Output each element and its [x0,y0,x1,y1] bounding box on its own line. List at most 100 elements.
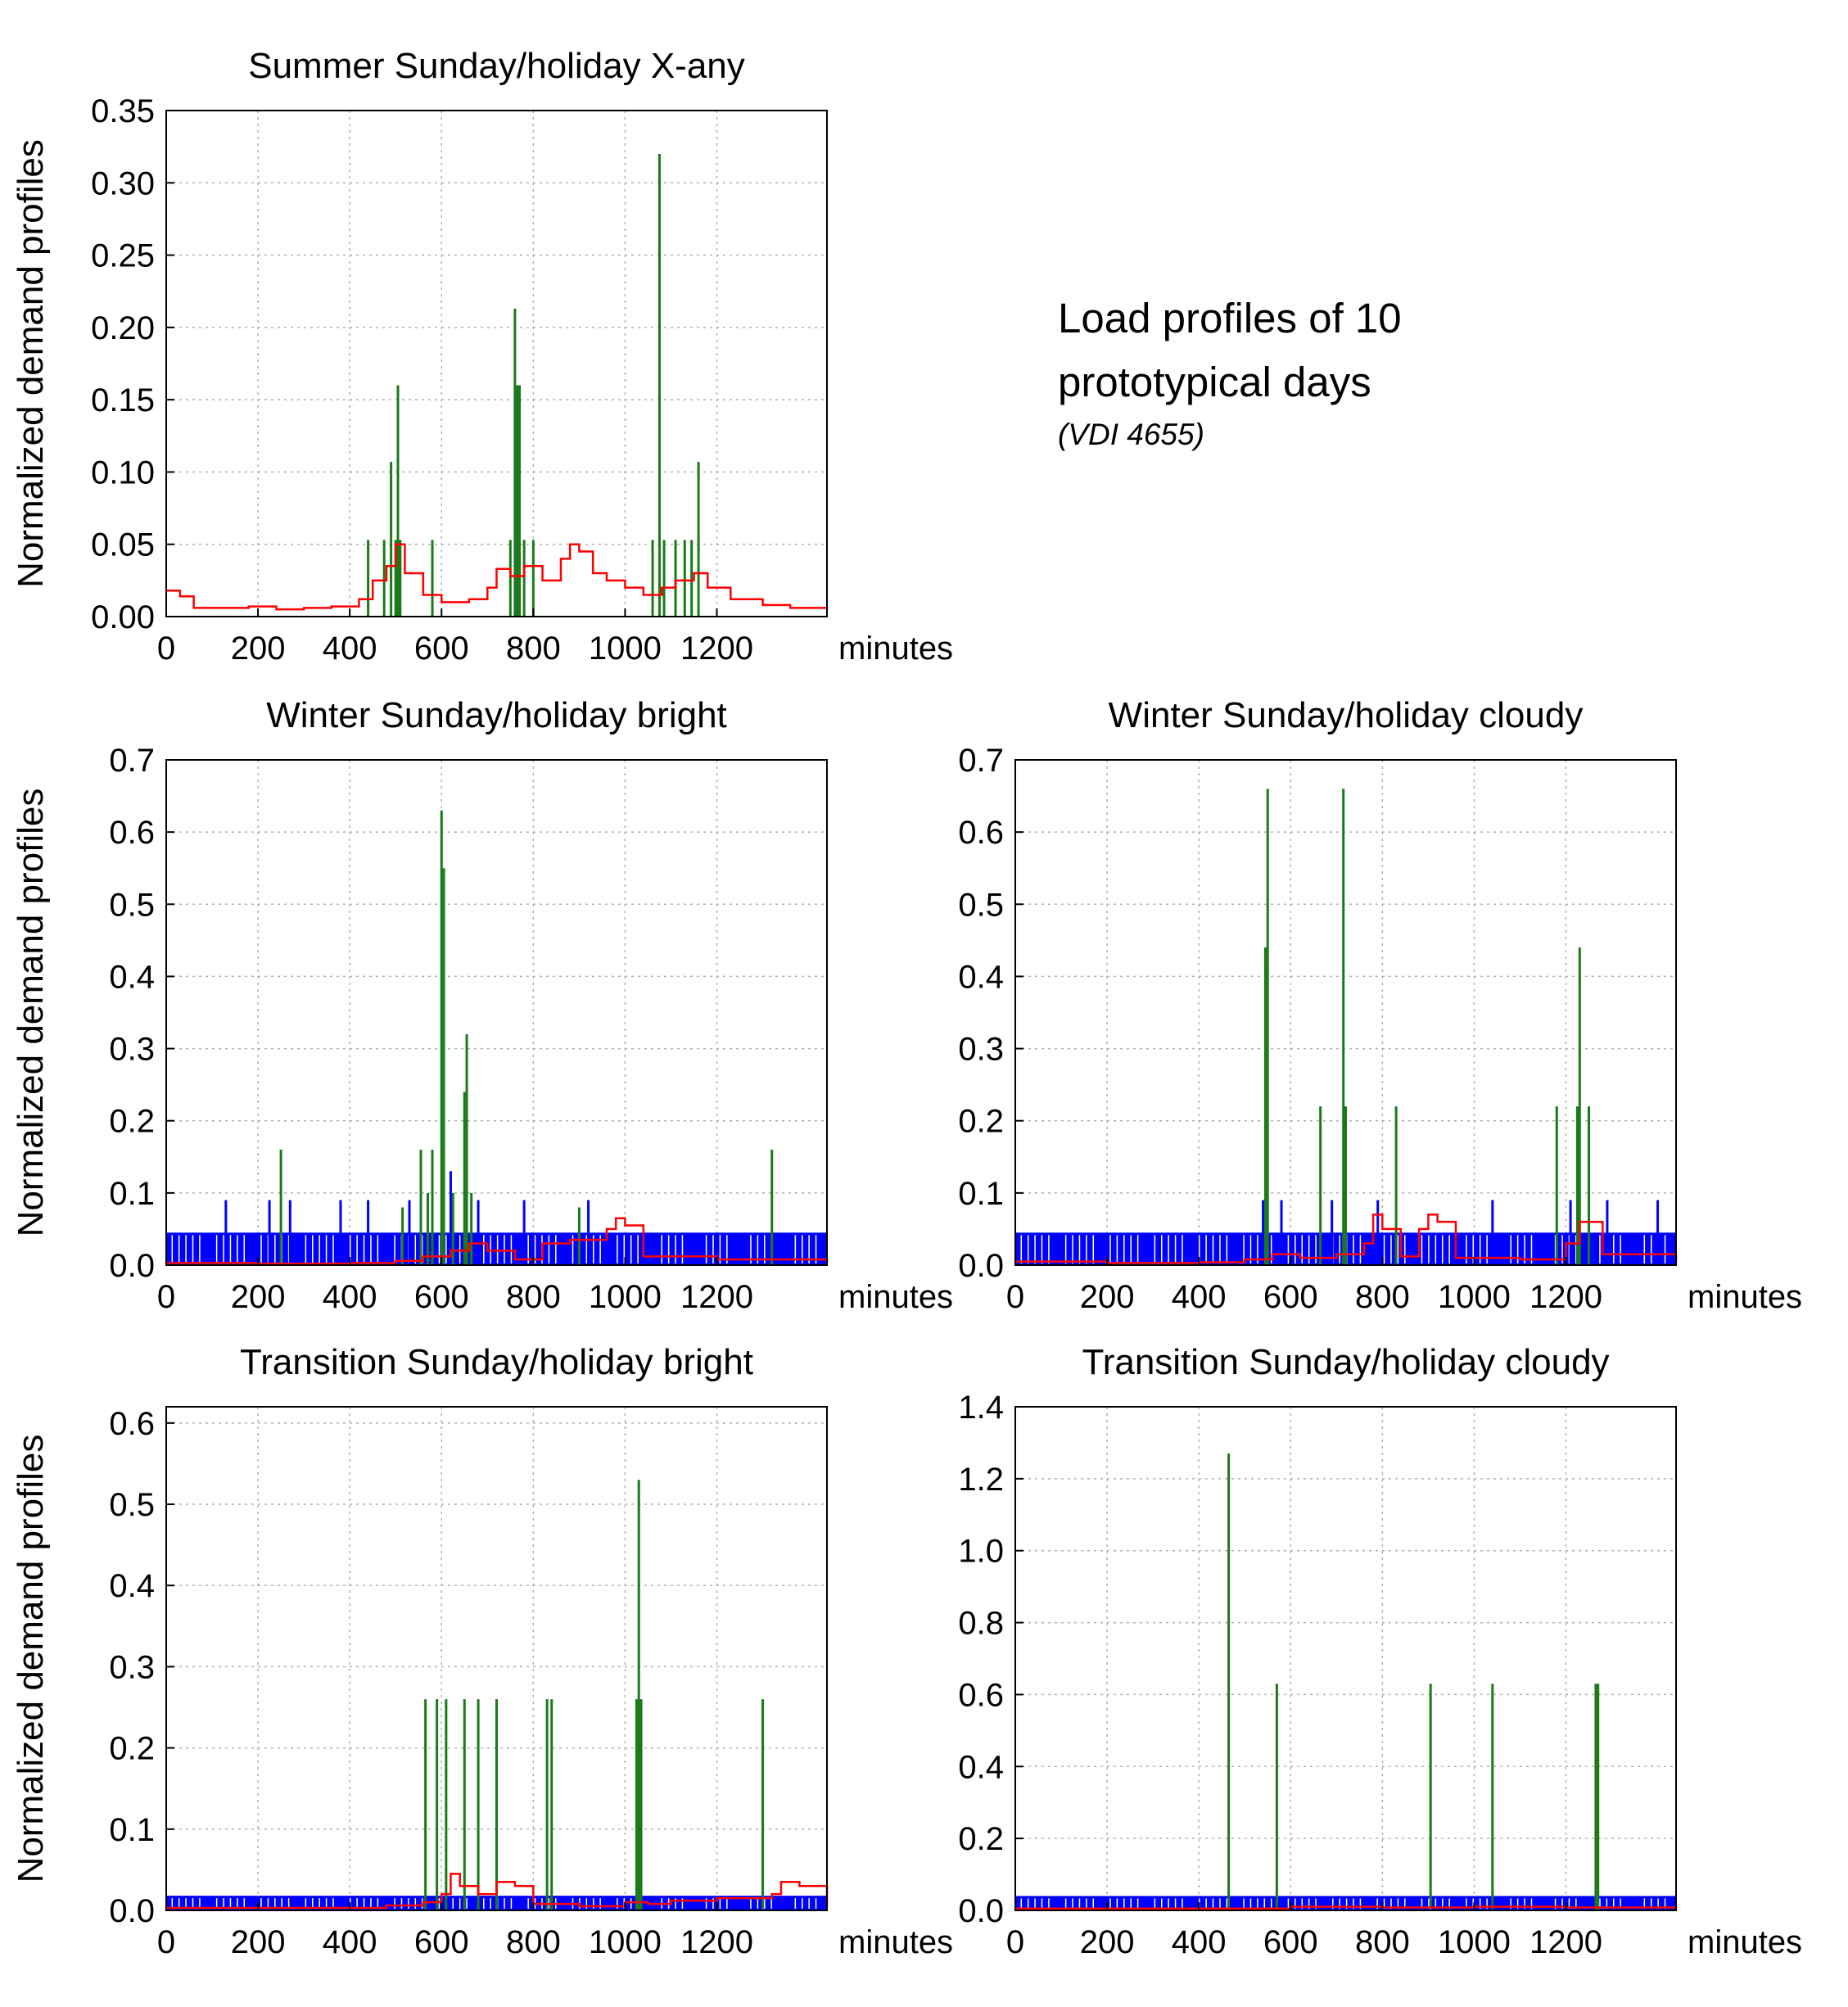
y-tick-label: 0.2 [109,1104,155,1140]
x-tick-label: 600 [414,1279,469,1315]
y-tick-label: 0.6 [109,815,155,851]
x-axis-label: minutes [838,631,953,667]
chart-winter-sunday-bright: 0 200 400 600 800 1000 1200 0.0 0.1 0.2 0.3 0.4 0.5 0… [11,695,953,1315]
plot-frame [165,1406,828,1911]
annotation-reference: (VDI 4655) [1058,418,1204,451]
x-tick-label: 800 [506,631,561,667]
y-tick-label: 0.00 [91,599,155,635]
y-tick-label: 0.35 [91,93,155,129]
y-tick-label: 0.0 [958,1248,1004,1284]
y-tick-label: 0.0 [109,1248,155,1284]
x-tick-label: 0 [157,1924,175,1960]
y-axis-label: Normalized demand profiles [11,1435,51,1883]
y-tick-label: 0.0 [958,1893,1004,1929]
y-tick-label: 0.6 [958,815,1004,851]
y-tick-label: 0.7 [109,743,155,779]
y-tick-label: 0.4 [109,1568,155,1604]
annotation-line-1: Load profiles of 10 [1058,295,1402,341]
y-tick-label: 0.10 [91,454,155,490]
x-tick-label: 800 [506,1279,561,1315]
y-axis-label: Normalized demand profiles [11,139,51,588]
y-tick-label: 0.8 [958,1606,1004,1642]
chart-title: Transition Sunday/holiday bright [240,1342,753,1382]
red-profile-line [166,1217,829,1265]
y-tick-label: 0.2 [958,1104,1004,1140]
x-tick-label: 600 [1263,1924,1318,1960]
chart-summer-sunday-xany: 0 200 400 600 800 1000 1200 0.00 0.05 0.10 0.15 0.2… [11,46,953,667]
x-tick-label: 200 [231,631,286,667]
chart-title: Transition Sunday/holiday cloudy [1082,1342,1609,1382]
plot-frame [165,110,828,617]
x-tick-label: 600 [414,1924,469,1960]
plot-frame [165,759,828,1266]
y-tick-label: 1.2 [958,1462,1004,1498]
y-tick-label: 0.20 [91,310,155,346]
red-profile-line [166,1873,829,1910]
y-axis-label: Normalized demand profiles [11,789,51,1237]
y-tick-label: 0.5 [109,887,155,923]
y-tick-label: 0.3 [109,1649,155,1685]
x-tick-label: 1200 [680,1924,753,1960]
x-tick-label: 1000 [1438,1279,1511,1315]
x-tick-label: 1200 [1529,1279,1602,1315]
y-tick-label: 0.05 [91,527,155,563]
y-tick-label: 0.6 [958,1677,1004,1713]
plot-frame [1014,1406,1677,1911]
x-tick-label: 1200 [1529,1924,1602,1960]
x-axis-label: minutes [838,1279,953,1315]
x-tick-label: 1000 [589,1279,662,1315]
x-tick-label: 200 [231,1279,286,1315]
x-tick-label: 400 [323,631,377,667]
x-tick-label: 1000 [589,631,662,667]
y-tick-label: 0.2 [958,1821,1004,1857]
y-tick-label: 0.4 [958,959,1004,995]
y-tick-label: 0.30 [91,165,155,201]
x-tick-label: 800 [1355,1924,1410,1960]
x-tick-label: 1200 [680,631,753,667]
red-profile-line [1015,1214,1678,1264]
x-tick-label: 0 [157,1279,175,1315]
chart-transition-sunday-bright: 0 200 400 600 800 1000 1200 0.0 0.1 0.2 0.3 0.4 0.5 0… [11,1342,953,1960]
plot-frame [1014,759,1677,1266]
x-tick-label: 1000 [589,1924,662,1960]
chart-title: Winter Sunday/holiday bright [266,695,727,735]
red-profile-line [1015,1905,1678,1910]
x-tick-label: 400 [1172,1279,1227,1315]
x-tick-label: 200 [231,1924,286,1960]
chart-title: Summer Sunday/holiday X-any [248,46,745,86]
y-tick-label: 1.4 [958,1390,1004,1426]
annotation-line-2: prototypical days [1058,359,1371,405]
x-tick-label: 600 [414,631,469,667]
x-tick-label: 200 [1080,1924,1135,1960]
x-axis-label: minutes [1688,1924,1802,1960]
y-tick-label: 0.4 [958,1749,1004,1785]
chart-winter-sunday-cloudy: 0 200 400 600 800 1000 1200 0.0 0.1 0.2 0.3 0.4 0.5 0… [958,695,1802,1315]
x-tick-label: 0 [1006,1279,1024,1315]
y-tick-label: 0.1 [958,1176,1004,1212]
x-tick-label: 400 [323,1279,377,1315]
x-tick-label: 1200 [680,1279,753,1315]
y-tick-label: 0.2 [109,1731,155,1767]
y-tick-label: 0.7 [958,743,1004,779]
y-tick-label: 0.5 [109,1487,155,1523]
x-tick-label: 800 [1355,1279,1410,1315]
x-tick-label: 1000 [1438,1924,1511,1960]
x-tick-label: 800 [506,1924,561,1960]
chart-title: Winter Sunday/holiday cloudy [1109,695,1584,735]
x-axis-label: minutes [838,1924,953,1960]
y-tick-label: 0.15 [91,382,155,418]
y-tick-label: 0.5 [958,887,1004,923]
x-tick-label: 200 [1080,1279,1135,1315]
y-tick-label: 0.0 [109,1893,155,1929]
x-tick-label: 600 [1263,1279,1318,1315]
y-tick-label: 1.0 [958,1534,1004,1570]
x-axis-label: minutes [1688,1279,1802,1315]
y-tick-label: 0.1 [109,1812,155,1848]
y-tick-label: 0.1 [109,1176,155,1212]
x-tick-label: 0 [157,631,175,667]
chart-transition-sunday-cloudy: 0 200 400 600 800 1000 1200 0.0 0.2 0.4 0.6 0.8 1.0 1… [958,1342,1802,1960]
red-profile-line [166,543,829,611]
y-tick-label: 0.3 [109,1032,155,1068]
x-tick-label: 0 [1006,1924,1024,1960]
